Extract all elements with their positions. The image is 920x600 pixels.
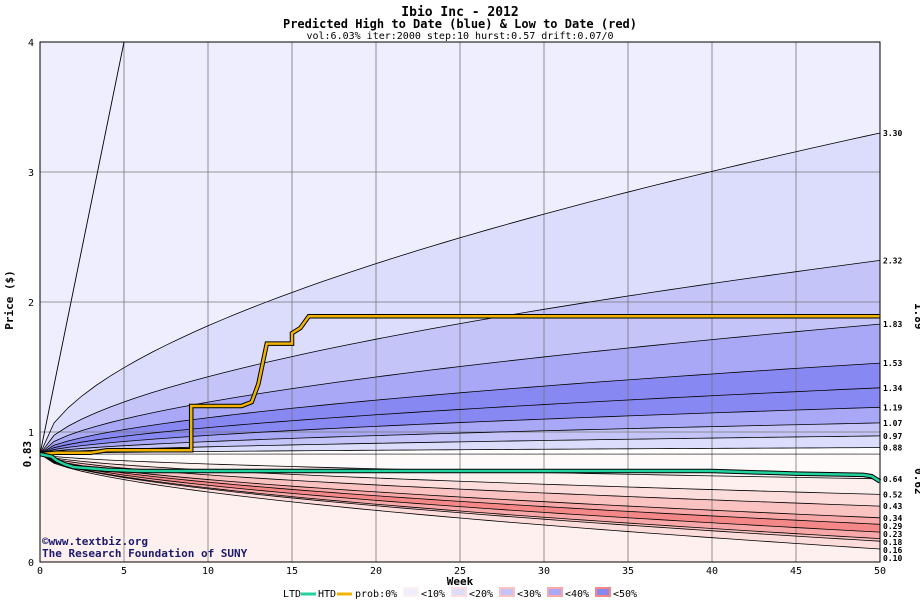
legend-ltd-label: LTD [283,589,301,600]
legend-band-label-4: <40% [565,589,589,600]
x-tick-30: 30 [538,566,550,577]
x-tick-20: 20 [370,566,382,577]
ltd-end-label: 0.62 [912,468,920,495]
quantile-label: 0.52 [883,490,902,499]
quantile-label: 0.16 [883,546,902,555]
quantile-label: 1.34 [883,384,902,393]
quantile-label: 0.23 [883,530,902,539]
x-axis-label: Week [447,575,474,588]
legend-band-swatch-2 [451,587,467,597]
price-paths [39,41,882,484]
x-tick-10: 10 [202,566,214,577]
quantile-label: 0.10 [883,554,902,563]
quantile-line-5 [39,387,881,455]
legend-prob-prefix: prob:0% [355,589,397,600]
legend-band-label-3: <30% [517,589,541,600]
x-tick-40: 40 [706,566,718,577]
x-tick-labels: 0 5 10 15 20 25 30 35 40 45 50 [37,566,886,577]
outer-bound-line [39,41,125,455]
plot-frame [39,41,881,563]
legend-band-swatches: <10% <20% <30% <40% <50% [403,587,637,600]
y-tick-1: 1 [28,428,34,439]
legend-band-label-2: <20% [469,589,493,600]
credit-site: ©www.textbiz.org [42,535,148,548]
quantile-line-17 [39,453,881,542]
quantile-line-14 [39,453,881,525]
x-tick-35: 35 [622,566,634,577]
quantile-label: 1.53 [883,359,902,368]
low-band-2 [40,454,880,507]
quantile-label: 0.64 [883,475,902,484]
x-tick-25: 25 [454,566,466,577]
legend-band-label-1: <10% [421,589,445,600]
x-tick-50: 50 [874,566,886,577]
quantile-label: 3.30 [883,129,902,138]
quantile-label: 1.19 [883,403,902,412]
legend-htd-label: HTD [318,589,336,600]
high-band-1 [40,42,880,455]
credit-org: The Research Foundation of SUNY [42,547,248,560]
quantile-label: 1.07 [883,419,902,428]
quantile-line-8 [39,435,881,455]
chart-title: Ibio Inc - 2012 [401,5,518,20]
x-tick-45: 45 [790,566,802,577]
quantile-line-16 [39,453,881,539]
y-tick-0: 0 [28,558,34,569]
quantile-label: 0.18 [883,538,902,547]
legend-band-swatch-5 [595,587,611,597]
quantile-line-13 [39,453,881,519]
quantile-line-1 [39,132,881,455]
quantile-line-7 [39,422,881,455]
y-tick-3: 3 [28,168,34,179]
quantile-label: 0.88 [883,444,902,453]
htd-path [39,315,880,456]
x-tick-5: 5 [121,566,127,577]
y-tick-2: 2 [28,298,34,309]
quantile-line-18 [39,453,881,550]
legend-band-label-5: <50% [613,589,637,600]
quantile-label: 1.83 [883,320,902,329]
quantile-line-15 [39,453,881,533]
y-tick-4: 4 [28,38,34,49]
quantile-label: 2.32 [883,256,902,265]
quantile-label: 0.43 [883,502,902,511]
htd-end-label: 1.89 [912,303,920,330]
credit: ©www.textbiz.org The Research Foundation… [42,535,248,560]
quantile-line-6 [39,406,881,455]
legend: LTD HTD prob:0% <10% <20% <30% <40% <50% [283,587,637,600]
quantile-line-2 [39,260,881,455]
y-tick-labels: 0 1 2 3 4 [28,38,34,569]
quantile-label: 0.97 [883,432,902,441]
x-tick-0: 0 [37,566,43,577]
quantile-line-4 [39,362,881,455]
legend-band-swatch-1 [403,587,419,597]
quantile-label: 0.29 [883,522,902,531]
quantile-label: 0.34 [883,514,902,523]
low-band-3 [40,454,880,518]
chart-subtitle: Predicted High to Date (blue) & Low to D… [283,17,637,31]
x-tick-15: 15 [286,566,298,577]
y-axis-label: Price ($) [3,270,16,330]
chart-params: vol:6.03% iter:2000 step:10 hurst:0.57 d… [306,31,613,42]
ltd-path [39,452,881,483]
legend-band-swatch-3 [499,587,515,597]
quantile-end-labels: 3.30 2.32 1.83 1.53 1.34 1.19 1.07 0.97 0.88 0.64… [883,129,902,563]
quantile-line-3 [39,323,881,455]
start-price-label: 0.83 [21,441,34,468]
quantile-line-11 [39,453,881,495]
legend-band-swatch-4 [547,587,563,597]
